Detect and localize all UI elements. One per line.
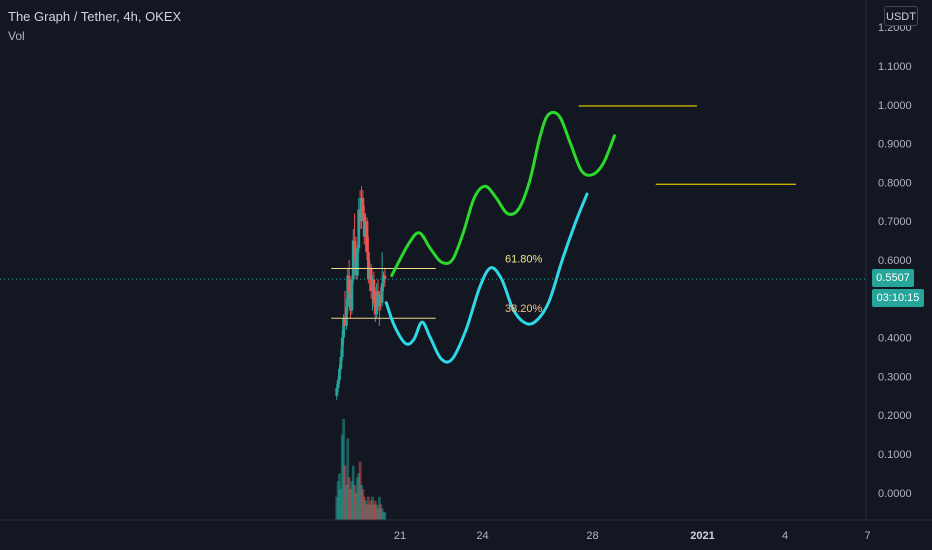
price-tick-label: 1.0000 [878, 100, 912, 112]
volume-bar [383, 512, 387, 520]
price-tick-label: 0.4000 [878, 333, 912, 345]
time-tick-label: 28 [586, 530, 598, 542]
green-projection-path[interactable] [390, 110, 616, 278]
candle [351, 228, 355, 284]
fib-labels: 61.80% 38.20% [505, 254, 543, 316]
candle [383, 267, 387, 288]
time-tick-label: 4 [782, 530, 788, 542]
candle [372, 271, 376, 307]
fib-level-label: 38.20% [505, 303, 543, 315]
price-tick-label: 0.1000 [878, 449, 912, 461]
cyan-projection-path[interactable] [384, 192, 589, 364]
price-tick-label: 0.2000 [878, 410, 912, 422]
price-tick-label: 0.3000 [878, 371, 912, 383]
drawings [331, 105, 796, 364]
candle [350, 275, 354, 315]
price-tick-label: 0.0000 [878, 488, 912, 500]
fib-level-label: 61.80% [505, 254, 543, 266]
candle [357, 197, 361, 253]
candle [355, 244, 359, 280]
currency-button[interactable]: USDT [884, 6, 918, 26]
volume-bars [335, 419, 387, 520]
price-tick-label: 0.6000 [878, 255, 912, 267]
candles [335, 186, 387, 400]
last-price-badge: 0.5507 [872, 269, 914, 287]
time-axis[interactable]: 21 24 28 2021 4 7 [394, 530, 871, 542]
time-tick-label: 2021 [690, 530, 714, 542]
candle [382, 271, 385, 292]
price-tick-label: 0.8000 [878, 177, 912, 189]
time-tick-label: 7 [864, 530, 870, 542]
bar-countdown-badge: 03:10:15 [872, 289, 924, 307]
volume-indicator-label[interactable]: Vol [8, 29, 25, 43]
time-tick-label: 24 [476, 530, 488, 542]
price-tick-label: 0.9000 [878, 139, 912, 151]
symbol-title[interactable]: The Graph / Tether, 4h, OKEX [8, 9, 182, 24]
price-tick-label: 1.2000 [878, 22, 912, 34]
price-tick-label: 1.1000 [878, 61, 912, 73]
time-tick-label: 21 [394, 530, 406, 542]
price-tick-label: 0.7000 [878, 216, 912, 228]
